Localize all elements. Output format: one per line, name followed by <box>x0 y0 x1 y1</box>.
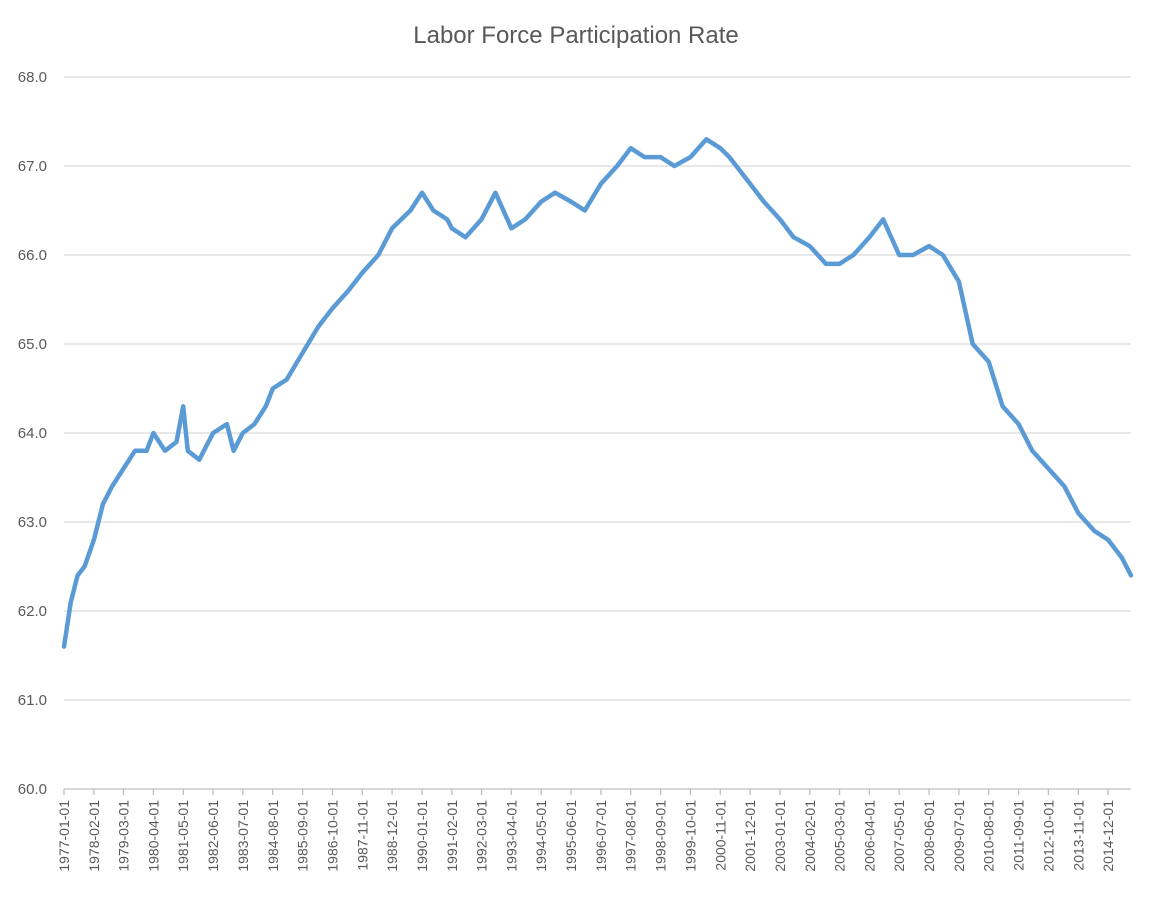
x-tick-label: 2009-07-01 <box>951 800 967 872</box>
series-layer <box>61 137 1134 649</box>
x-tick-label: 1986-10-01 <box>324 800 340 872</box>
x-tick-label: 2013-11-01 <box>1070 800 1086 871</box>
x-tick-label: 1985-09-01 <box>295 800 311 872</box>
x-tick-label: 1980-04-01 <box>145 800 161 872</box>
y-tick-label: 62.0 <box>18 603 47 620</box>
chart-title: Labor Force Participation Rate <box>413 22 739 49</box>
x-tick-label: 2014-12-01 <box>1100 800 1116 872</box>
x-tick-label: 1990-01-01 <box>414 800 430 872</box>
x-tick-label: 2004-02-01 <box>802 800 818 872</box>
x-tick-label: 2007-05-01 <box>891 800 907 872</box>
x-tick-label: 1984-08-01 <box>265 800 281 872</box>
x-tick-label: 1981-05-01 <box>175 800 191 872</box>
x-tick-label: 2003-01-01 <box>772 800 788 872</box>
y-axis-ticks: 60.0 61.0 62.0 63.0 64.0 65.0 66.0 67.0 68.0 <box>18 69 47 798</box>
x-tick-label: 1998-09-01 <box>653 800 669 872</box>
x-tick-label: 1982-06-01 <box>205 800 221 872</box>
y-tick-label: 64.0 <box>18 425 47 442</box>
x-tick-label: 1997-08-01 <box>623 800 639 872</box>
x-tick-label: 2005-03-01 <box>832 800 848 872</box>
y-tick-label: 68.0 <box>18 69 47 86</box>
y-tick-label: 67.0 <box>18 158 47 175</box>
x-tick-label: 1992-03-01 <box>474 800 490 872</box>
y-tick-label: 66.0 <box>18 247 47 264</box>
x-tick-label: 1995-06-01 <box>563 800 579 872</box>
y-tick-label: 63.0 <box>18 514 47 531</box>
y-tick-label: 65.0 <box>18 336 47 353</box>
x-tick-label: 2011-09-01 <box>1011 800 1027 871</box>
x-tick-label: 1994-05-01 <box>533 800 549 872</box>
x-tick-label: 1978-02-01 <box>86 800 102 872</box>
x-tick-label: 1999-10-01 <box>682 800 698 872</box>
x-axis-ticks: 1977-01-01 1978-02-01 1979-03-01 1980-04-01… <box>56 789 1116 872</box>
x-tick-label: 1988-12-01 <box>384 800 400 872</box>
y-tick-label: 61.0 <box>18 692 47 709</box>
x-tick-label: 1979-03-01 <box>115 800 131 872</box>
x-tick-label: 2008-06-01 <box>921 800 937 872</box>
x-tick-label: 2001-12-01 <box>742 800 758 872</box>
x-tick-label: 2000-11-01 <box>712 800 728 871</box>
y-tick-label: 60.0 <box>18 781 47 798</box>
series-line <box>61 137 1134 649</box>
gridlines <box>64 76 1131 790</box>
x-tick-label: 1991-02-01 <box>444 800 460 872</box>
x-tick-label: 1993-04-01 <box>503 800 519 872</box>
x-tick-label: 2006-04-01 <box>861 800 877 872</box>
x-tick-label: 1987-11-01 <box>354 800 370 871</box>
x-tick-label: 1977-01-01 <box>56 800 72 872</box>
x-tick-label: 1996-07-01 <box>593 800 609 872</box>
x-tick-label: 1983-07-01 <box>235 800 251 872</box>
x-tick-label: 2010-08-01 <box>981 800 997 872</box>
x-tick-label: 2012-10-01 <box>1040 800 1056 872</box>
